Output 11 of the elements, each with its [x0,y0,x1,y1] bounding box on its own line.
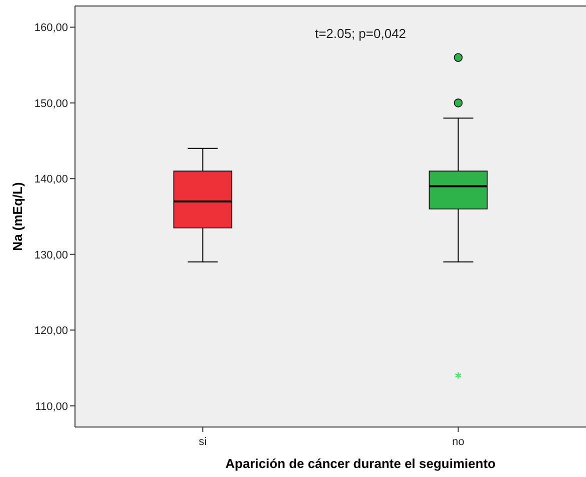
y-tick-label: 140,00 [34,174,68,186]
y-tick-label: 150,00 [34,98,68,110]
y-tick-label: 110,00 [35,400,68,413]
y-tick-label: 130,00 [34,249,68,262]
y-axis-title: Na (mEq/L) [10,182,25,251]
x-tick-label: si [198,436,207,448]
x-tick-label: no [452,436,464,448]
y-tick-label: 120,00 [34,325,68,338]
annotation: t=2.05; p=0,042 [314,26,406,41]
y-tick-label: 160,00 [34,22,68,34]
x-axis-title: Aparición de cáncer durante el seguimiento [225,456,496,471]
